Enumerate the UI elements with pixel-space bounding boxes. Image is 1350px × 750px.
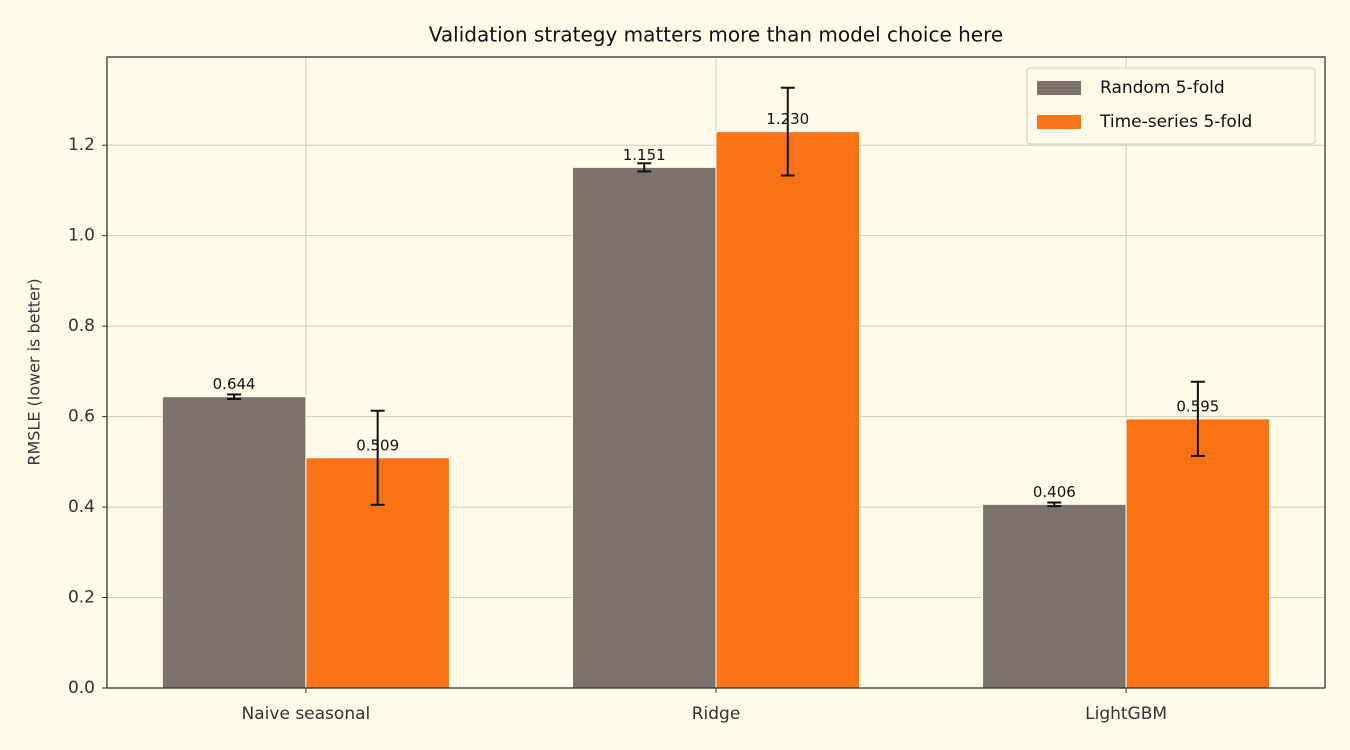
y-tick-label: 0.2 — [68, 588, 95, 608]
bar — [1125, 418, 1271, 689]
value-label: 0.644 — [213, 375, 256, 393]
x-tick-label: Ridge — [692, 704, 741, 724]
legend-swatch — [1037, 115, 1081, 129]
x-tick-label: LightGBM — [1085, 704, 1167, 724]
value-label: 1.230 — [766, 110, 809, 128]
legend-label: Time-series 5-fold — [1099, 112, 1252, 132]
bar — [982, 503, 1127, 689]
bar — [161, 396, 307, 689]
y-tick-label: 0.8 — [68, 316, 95, 336]
value-label: 0.595 — [1176, 397, 1219, 415]
y-tick-label: 0.6 — [68, 407, 95, 427]
value-label: 0.406 — [1033, 483, 1076, 501]
legend-swatch — [1037, 81, 1081, 95]
value-label: 0.509 — [356, 436, 399, 454]
legend-box — [1026, 67, 1316, 145]
bar — [715, 131, 861, 689]
chart-title: Validation strategy matters more than mo… — [429, 23, 1003, 47]
legend-label: Random 5-fold — [1100, 78, 1225, 98]
y-axis-label: RMSLE (lower is better) — [25, 278, 44, 465]
bar — [571, 166, 717, 689]
x-tick-label: Naive seasonal — [242, 704, 371, 724]
plot-frame — [106, 56, 1326, 689]
y-tick-label: 0.4 — [68, 497, 95, 517]
y-tick-label: 0.0 — [68, 678, 95, 698]
y-tick-label: 1.0 — [68, 226, 95, 246]
y-tick-label: 1.2 — [68, 135, 95, 155]
value-label: 1.151 — [623, 146, 666, 164]
